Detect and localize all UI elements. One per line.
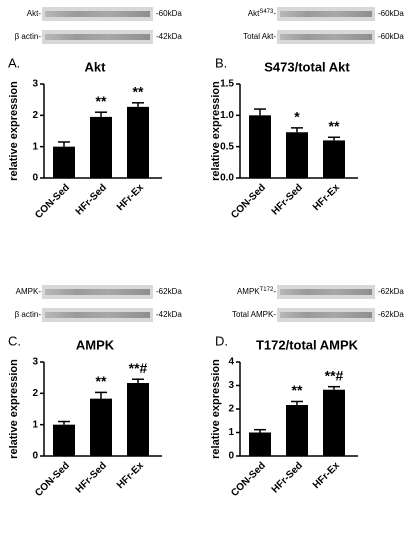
significance-label: **# [325, 367, 344, 383]
chart-title: AMPK [76, 337, 115, 352]
bar [127, 106, 149, 178]
blot-kda: -42kDa [156, 32, 182, 41]
y-axis-label: relative expression [210, 359, 222, 459]
y-tick-label: 1 [32, 141, 38, 152]
blot-label-text: Akt- [27, 9, 42, 18]
panel-letter: B. [215, 55, 227, 70]
bar [90, 398, 112, 456]
y-tick-label: 0.0 [220, 173, 234, 184]
blot-label-text: β actin- [15, 310, 42, 319]
blot-label-text: Akt [248, 9, 260, 18]
y-tick-label: 0 [228, 451, 234, 462]
blot-label: β actin- [15, 310, 42, 319]
y-axis-label: relative expression [8, 359, 20, 459]
x-tick-label: HFr-Ex [311, 182, 342, 213]
blot-label-text: AMPK- [16, 287, 42, 296]
blot-kda: -62kDa [156, 287, 182, 296]
blot-label-text: β actin- [15, 32, 42, 41]
blot-kda: -62kDa [378, 287, 404, 296]
panel-letter: A. [8, 55, 20, 70]
significance-label: **# [129, 360, 148, 376]
x-tick-label: HFr-Sed [74, 460, 109, 495]
blot-band [280, 34, 372, 40]
significance-label: ** [329, 118, 340, 134]
y-tick-label: 1.0 [220, 110, 234, 121]
y-tick-label: 2 [32, 110, 38, 121]
bar [90, 116, 112, 178]
blot-band [45, 289, 150, 295]
y-tick-label: 3 [228, 380, 234, 391]
blot-label-text: AMPK [237, 287, 260, 296]
bar [53, 424, 75, 456]
bar [127, 382, 149, 456]
y-tick-label: 1 [228, 427, 234, 438]
x-tick-label: HFr-Sed [270, 182, 305, 217]
y-tick-label: 1 [32, 419, 38, 430]
bar [249, 432, 271, 456]
x-tick-label: CON-Sed [33, 460, 72, 499]
blot-label: AktS473- [248, 9, 277, 19]
x-tick-label: HFr-Sed [270, 460, 305, 495]
blot-band [45, 34, 150, 40]
y-tick-label: 1.5 [220, 79, 234, 90]
x-tick-label: HFr-Ex [311, 460, 342, 491]
blot-label-text: Total AMPK- [232, 310, 276, 319]
chart-title: S473/total Akt [264, 59, 350, 74]
blot-kda: -60kDa [156, 9, 182, 18]
significance-label: ** [96, 373, 107, 389]
x-tick-label: HFr-Ex [115, 182, 146, 213]
x-tick-label: HFr-Sed [74, 182, 109, 217]
blot-label-tail: - [273, 287, 276, 296]
blot-kda: -62kDa [378, 310, 404, 319]
bar [323, 140, 345, 178]
bar [323, 389, 345, 456]
x-tick-label: HFr-Ex [115, 460, 146, 491]
y-tick-label: 2 [228, 404, 234, 415]
blot-band [280, 312, 372, 318]
panel-letter: C. [8, 333, 21, 348]
bar [53, 146, 75, 178]
y-tick-label: 4 [228, 357, 234, 368]
significance-label: ** [133, 84, 144, 100]
significance-label: * [294, 109, 300, 125]
significance-label: ** [292, 382, 303, 398]
blot-band [280, 11, 372, 17]
y-axis-label: relative expression [210, 81, 222, 181]
blot-label: Akt- [27, 9, 42, 18]
blot-band [280, 289, 372, 295]
y-tick-label: 3 [32, 79, 38, 90]
blot-label: β actin- [15, 32, 42, 41]
blot-kda: -60kDa [378, 32, 404, 41]
significance-label: ** [96, 93, 107, 109]
blot-label-tail: - [273, 9, 276, 18]
x-tick-label: CON-Sed [229, 182, 268, 221]
chart-title: T172/total AMPK [256, 337, 359, 352]
blot-kda: -42kDa [156, 310, 182, 319]
blot-label: Total Akt- [243, 32, 276, 41]
blot-label-sup: T172 [260, 287, 274, 293]
blot-kda: -60kDa [378, 9, 404, 18]
y-tick-label: 0 [32, 173, 38, 184]
bar [249, 115, 271, 178]
x-tick-label: CON-Sed [229, 460, 268, 499]
blot-label-text: Total Akt- [243, 32, 276, 41]
blot-label-sup: S473 [259, 9, 274, 15]
blot-label: AMPK- [16, 287, 42, 296]
y-tick-label: 0 [32, 451, 38, 462]
chart-title: Akt [85, 59, 107, 74]
panel-letter: D. [215, 333, 228, 348]
blot-band [45, 11, 150, 17]
x-tick-label: CON-Sed [33, 182, 72, 221]
y-axis-label: relative expression [8, 81, 20, 181]
bar [286, 405, 308, 456]
blot-label: Total AMPK- [232, 310, 276, 319]
blot-label: AMPKT172- [237, 287, 276, 297]
bar [286, 132, 308, 178]
blot-band [45, 312, 150, 318]
y-tick-label: 0.5 [220, 141, 234, 152]
y-tick-label: 3 [32, 357, 38, 368]
y-tick-label: 2 [32, 388, 38, 399]
